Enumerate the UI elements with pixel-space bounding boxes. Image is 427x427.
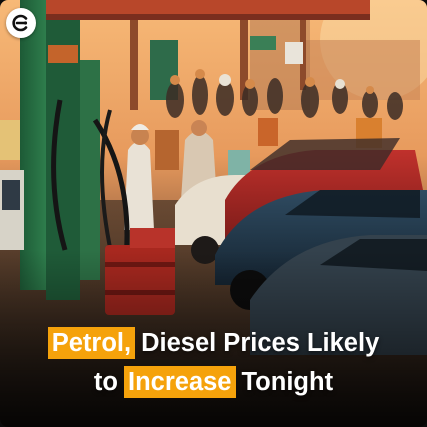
headline-text: Tonight — [241, 368, 334, 396]
headline-line-1: Petrol, Diesel Prices Likely — [47, 327, 380, 359]
brand-logo — [6, 8, 36, 38]
headline-text: to — [93, 368, 118, 396]
headline-highlight-petrol: Petrol, — [47, 327, 136, 359]
brand-logo-e-icon — [12, 14, 28, 32]
headline-highlight-increase: Increase — [124, 366, 236, 398]
headline: Petrol, Diesel Prices Likely to Increase… — [0, 327, 427, 398]
headline-text: Diesel Prices Likely — [141, 329, 380, 357]
headline-line-2: to Increase Tonight — [94, 366, 333, 398]
